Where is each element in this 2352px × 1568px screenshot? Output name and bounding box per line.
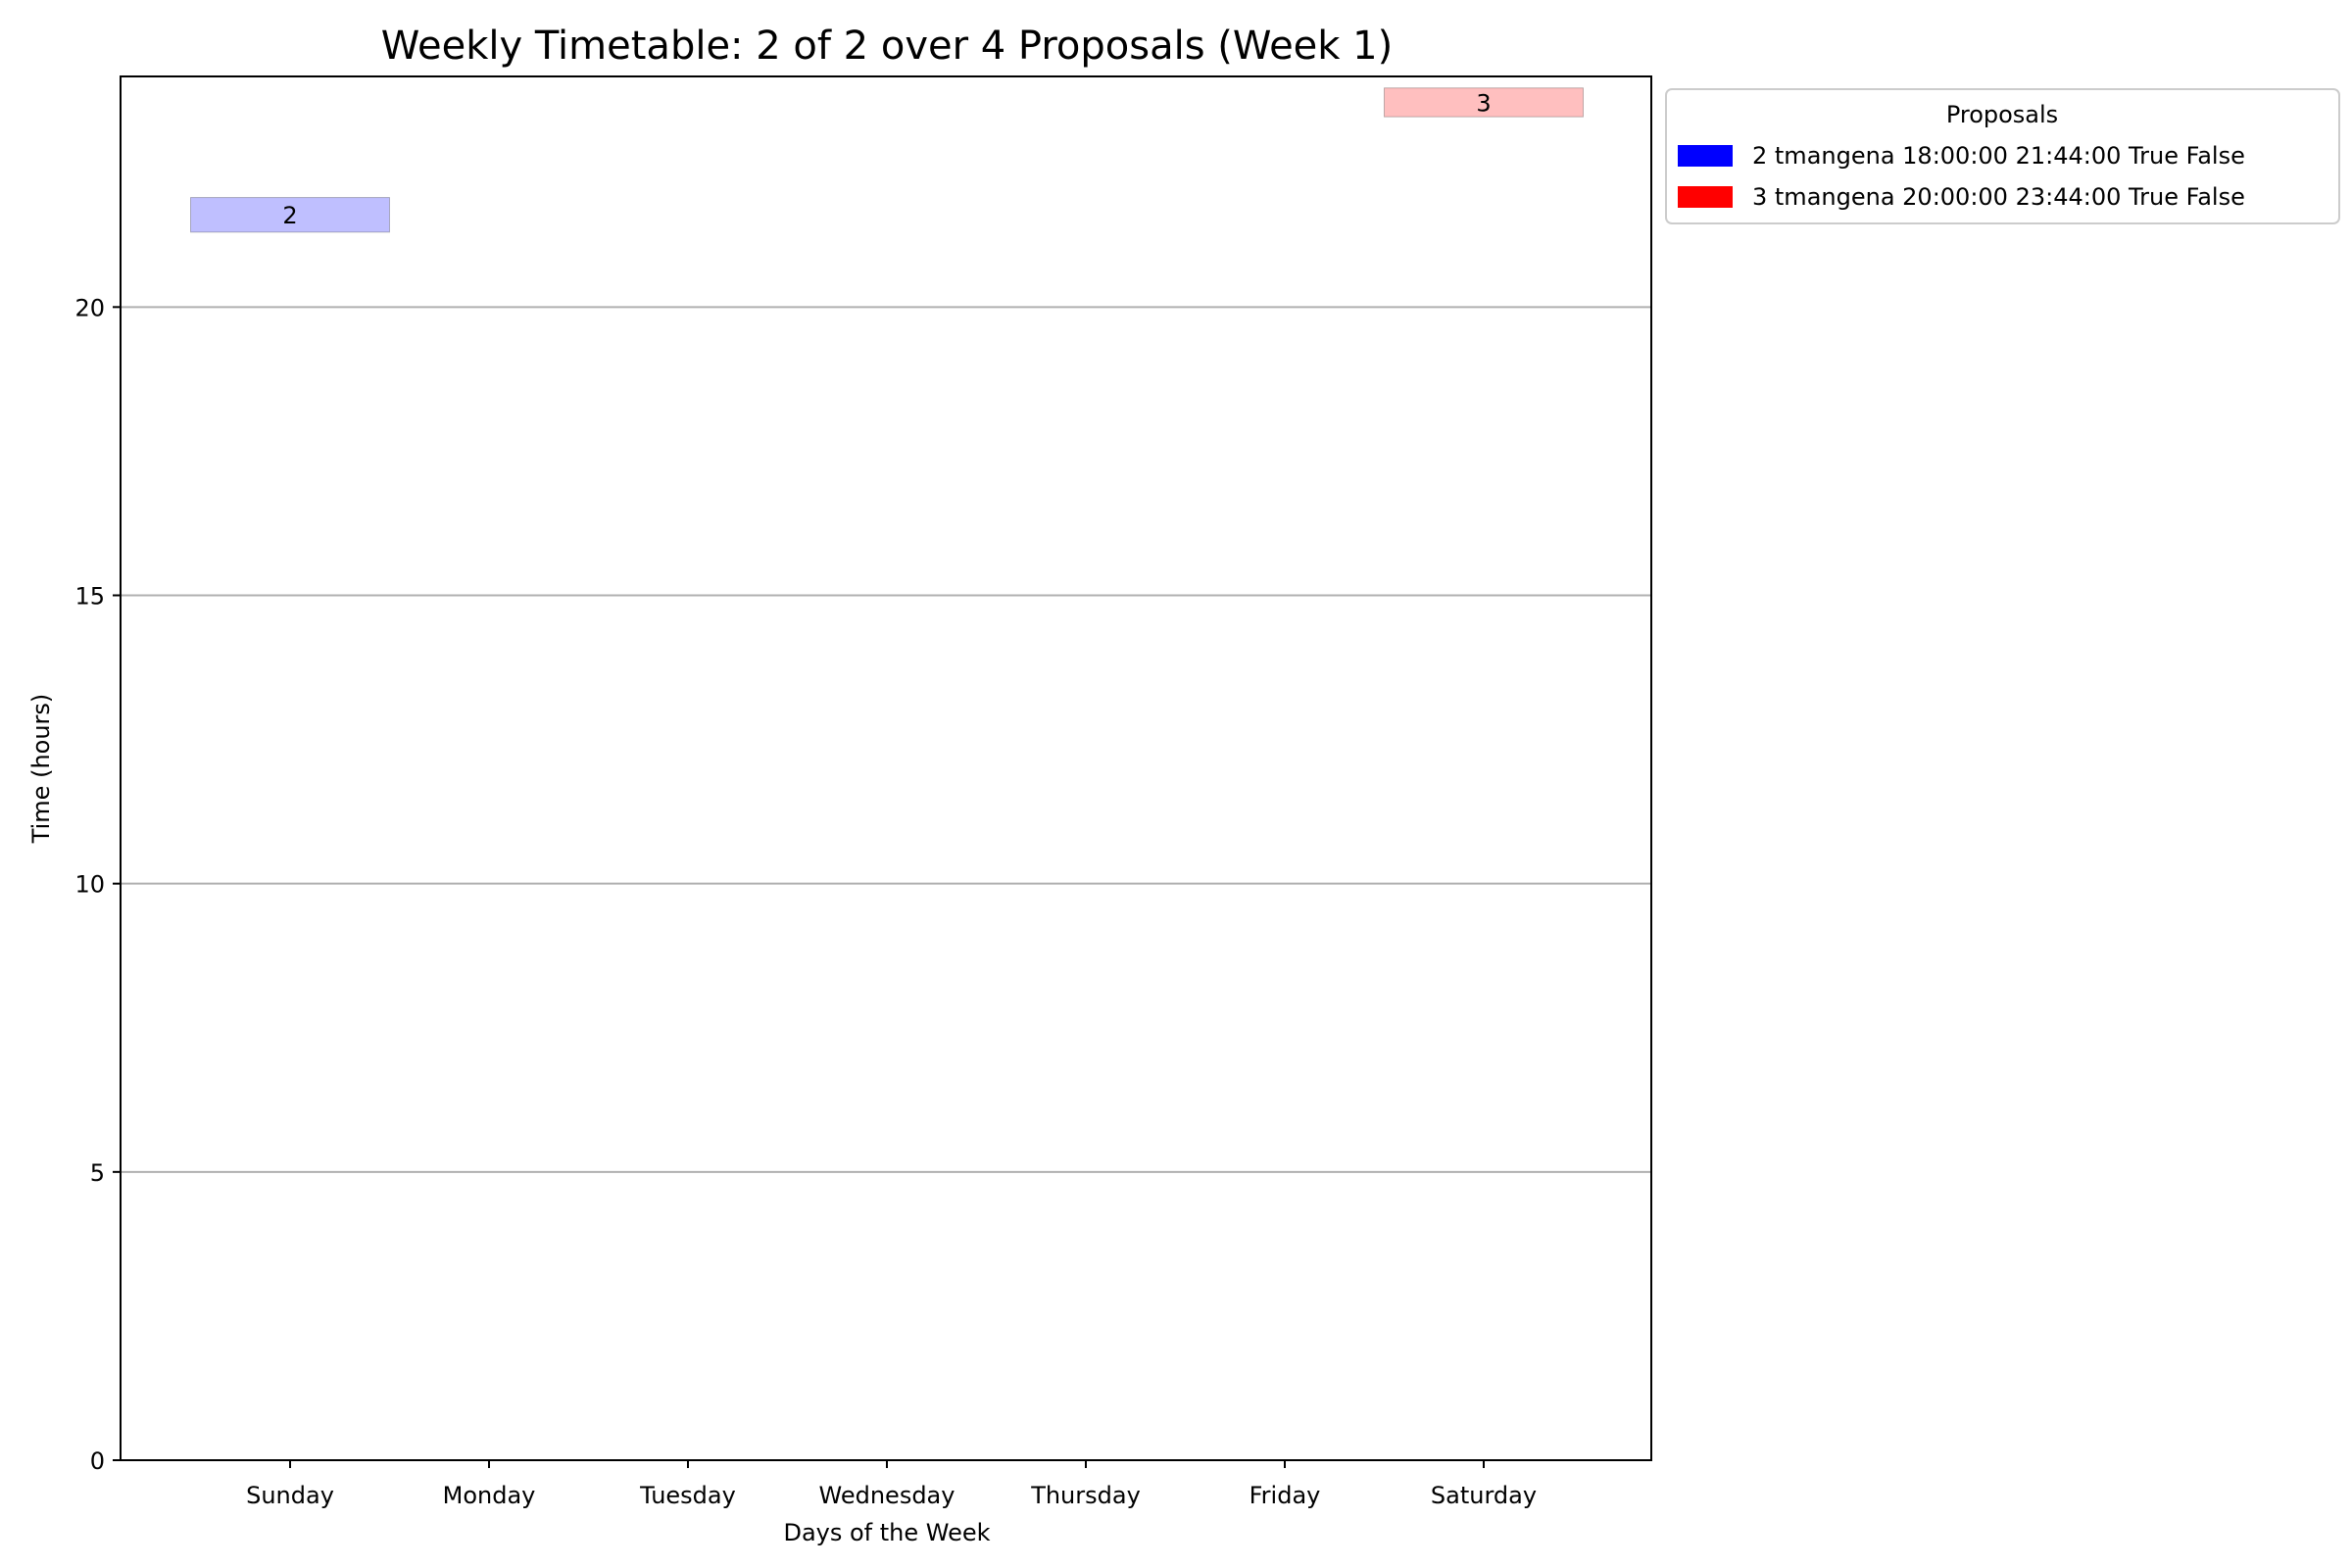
y-tick-label-10: 10 (74, 871, 105, 899)
x-tick-label-wednesday: Wednesday (819, 1482, 956, 1509)
legend-title: Proposals (1946, 101, 2058, 128)
y-tick-label-15: 15 (74, 583, 105, 611)
legend-swatch-2 (1678, 186, 1733, 208)
timetable-bar-3 (1384, 87, 1584, 118)
legend-frame (1665, 88, 2340, 224)
bar-label-2: 2 (282, 202, 297, 229)
x-axis-label: Days of the Week (783, 1519, 990, 1546)
y-tick-label-5: 5 (90, 1159, 105, 1187)
x-tick-label-saturday: Saturday (1431, 1482, 1537, 1509)
x-tick-label-sunday: Sunday (246, 1482, 334, 1509)
timetable-bars: 23 (190, 87, 1584, 233)
x-axis-ticks: Sunday Monday Tuesday Wednesday Thursday Frid… (246, 1460, 1537, 1509)
legend-entries: 2 tmangena 18:00:00 21:44:00 True False 3… (1678, 142, 2245, 211)
x-tick-label-thursday: Thursday (1030, 1482, 1141, 1509)
chart-title: Weekly Timetable: 2 of 2 over 4 Proposal… (381, 24, 1393, 69)
legend-label-2: 3 tmangena 20:00:00 23:44:00 True False (1752, 183, 2245, 211)
y-tick-label-0: 0 (90, 1447, 105, 1475)
y-axis-ticks: 0 5 10 15 20 (74, 294, 121, 1475)
legend-swatch-1 (1678, 145, 1733, 167)
legend-label-1: 2 tmangena 18:00:00 21:44:00 True False (1752, 142, 2245, 170)
x-tick-label-tuesday: Tuesday (639, 1482, 736, 1509)
x-tick-label-monday: Monday (443, 1482, 536, 1509)
y-tick-label-20: 20 (74, 294, 105, 321)
plot-frame (120, 75, 1652, 1461)
legend: Proposals 2 tmangena 18:00:00 21:44:00 T… (1665, 88, 2340, 224)
x-tick-label-friday: Friday (1250, 1482, 1321, 1509)
y-axis-label: Time (hours) (27, 694, 55, 845)
bar-label-3: 3 (1476, 89, 1491, 117)
gridlines (121, 306, 1651, 1461)
timetable-bar-2 (190, 197, 390, 233)
